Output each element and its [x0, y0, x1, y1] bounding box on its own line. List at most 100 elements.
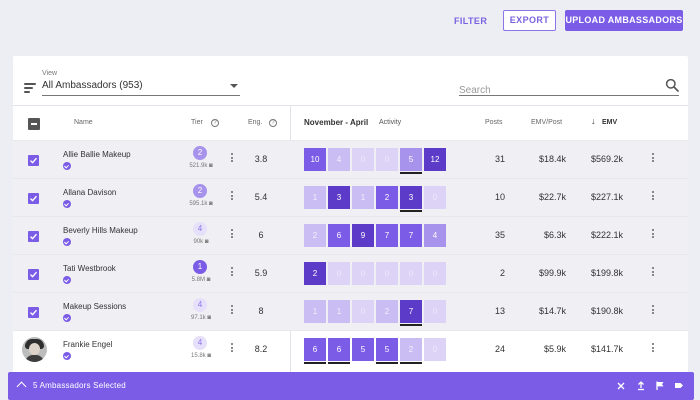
row-menu-icon[interactable]: [652, 305, 655, 315]
activity-cell[interactable]: 0: [352, 300, 374, 323]
activity-cell[interactable]: 12: [424, 148, 446, 171]
activity-cell[interactable]: 5: [400, 148, 422, 174]
activity-cell[interactable]: 1: [304, 186, 326, 209]
column-name[interactable]: Name: [74, 119, 93, 126]
activity-cell[interactable]: 10: [304, 148, 326, 171]
activity-cell[interactable]: 0: [376, 262, 398, 285]
activity-cell[interactable]: 2: [376, 300, 398, 323]
view-label: View: [42, 70, 58, 77]
row-checkbox[interactable]: [28, 155, 39, 166]
select-all-checkbox[interactable]: [28, 118, 40, 130]
ambassador-name[interactable]: Allie Ballie Makeup: [63, 150, 131, 159]
tier-menu-icon[interactable]: [231, 267, 234, 277]
engagement-value: 5.4: [254, 192, 268, 202]
tier-menu-icon[interactable]: [231, 305, 234, 315]
ambassadors-card: View All Ambassadors (953) Name Tier ? E…: [13, 56, 688, 400]
table-row[interactable]: Tati Westbrook 1 5.8M ◙ 5.9 2 0 0 0 0 0 2 $99.9k $19…: [13, 254, 688, 292]
table-row[interactable]: Beverly Hills Makeup 4 90k ◙ 6 2 6 9 7 7 4 35 $6.3k…: [13, 216, 688, 254]
activity-cell[interactable]: 4: [328, 148, 350, 171]
eng-help-icon[interactable]: ?: [269, 119, 277, 127]
activity-cell[interactable]: 2: [304, 262, 326, 285]
column-emv-post[interactable]: EMV/Post: [531, 119, 563, 126]
row-menu-icon[interactable]: [652, 229, 655, 239]
posts-value: 24: [494, 344, 505, 354]
row-menu-icon[interactable]: [652, 153, 655, 163]
row-checkbox[interactable]: [28, 269, 39, 280]
row-checkbox[interactable]: [28, 193, 39, 204]
table-row[interactable]: Allie Ballie Makeup 2 521.9k ◙ 3.8 10 4 0 0 5 12 3…: [13, 140, 688, 178]
search-input[interactable]: [459, 85, 649, 96]
verified-badge-icon: [63, 162, 71, 170]
tier-menu-icon[interactable]: [231, 229, 234, 239]
check-icon: [30, 271, 38, 278]
table-row[interactable]: Frankie Engel 4 15.8k ◙ 8.2 6 6 5 5 2 0 24 $5.9k $14…: [13, 330, 688, 368]
table-row[interactable]: Makeup Sessions 4 97.1k ◙ 8 1 1 0 2 7 0 13 $14.7k $1…: [13, 292, 688, 330]
emv-value: $190.8k: [590, 306, 623, 316]
activity-cell[interactable]: 2: [400, 338, 422, 364]
sort-descending-icon[interactable]: ↓: [591, 116, 596, 126]
ambassador-name[interactable]: Frankie Engel: [63, 340, 113, 349]
row-menu-icon[interactable]: [652, 267, 655, 277]
ambassador-name[interactable]: Makeup Sessions: [63, 302, 127, 311]
row-menu-icon[interactable]: [652, 191, 655, 201]
upload-icon[interactable]: [636, 380, 646, 391]
filter-button[interactable]: FILTER: [454, 16, 488, 26]
close-icon[interactable]: [616, 380, 626, 391]
activity-cell[interactable]: 0: [376, 148, 398, 171]
row-checkbox[interactable]: [28, 307, 39, 318]
activity-cell[interactable]: 0: [424, 338, 446, 361]
ambassador-name[interactable]: Allana Davison: [63, 188, 117, 197]
activity-cell[interactable]: 0: [328, 262, 350, 285]
column-eng[interactable]: Eng.: [248, 119, 263, 126]
activity-cell[interactable]: 1: [352, 186, 374, 209]
column-activity: Activity: [379, 119, 402, 126]
ambassador-name[interactable]: Beverly Hills Makeup: [63, 226, 138, 235]
tag-icon[interactable]: [674, 380, 684, 391]
filter-list-icon[interactable]: [24, 83, 36, 93]
column-tier[interactable]: Tier: [191, 119, 203, 126]
activity-cell[interactable]: 7: [400, 224, 422, 247]
column-emv[interactable]: EMV: [602, 119, 618, 126]
activity-cell[interactable]: 0: [352, 148, 374, 171]
activity-cell[interactable]: 0: [400, 262, 422, 285]
upload-ambassadors-button[interactable]: UPLOAD AMBASSADORS: [565, 10, 683, 31]
activity-cell[interactable]: 0: [424, 262, 446, 285]
activity-cell[interactable]: 1: [328, 300, 350, 323]
activity-cell[interactable]: 5: [376, 338, 398, 364]
activity-cell[interactable]: 3: [328, 186, 350, 209]
tier-menu-icon[interactable]: [231, 191, 234, 201]
tier-menu-icon[interactable]: [231, 343, 234, 353]
tier-menu-icon[interactable]: [231, 153, 234, 163]
row-checkbox[interactable]: [28, 231, 39, 242]
search-icon[interactable]: [665, 78, 679, 92]
activity-cell[interactable]: 0: [352, 262, 374, 285]
activity-cell[interactable]: 6: [304, 338, 326, 364]
ambassador-name[interactable]: Tati Westbrook: [63, 264, 116, 273]
follower-value: 5.8M: [191, 277, 206, 283]
activity-cell[interactable]: 6: [328, 338, 350, 364]
activity-cell[interactable]: 6: [328, 224, 350, 247]
activity-cell[interactable]: 2: [376, 186, 398, 209]
activity-cell[interactable]: 7: [400, 300, 422, 326]
flag-icon[interactable]: [655, 380, 665, 391]
activity-cell[interactable]: 1: [304, 300, 326, 323]
activity-cell[interactable]: 0: [424, 300, 446, 323]
row-menu-icon[interactable]: [652, 343, 655, 353]
search-field[interactable]: [459, 78, 679, 96]
activity-cell[interactable]: 7: [376, 224, 398, 247]
view-dropdown[interactable]: All Ambassadors (953): [42, 80, 240, 96]
column-posts[interactable]: Posts: [485, 119, 503, 126]
chevron-up-icon[interactable]: [16, 381, 27, 392]
engagement-value: 8: [258, 306, 264, 316]
tier-help-icon[interactable]: ?: [211, 119, 219, 127]
activity-cell[interactable]: 4: [424, 224, 446, 247]
activity-cell[interactable]: 3: [400, 186, 422, 212]
avatar[interactable]: [22, 337, 47, 362]
activity-cell[interactable]: 9: [352, 224, 374, 247]
activity-cell[interactable]: 2: [304, 224, 326, 247]
emv-value: $199.8k: [590, 268, 623, 278]
activity-cell[interactable]: 0: [424, 186, 446, 209]
export-button[interactable]: EXPORT: [503, 10, 556, 31]
table-row[interactable]: Allana Davison 2 595.1k ◙ 5.4 1 3 1 2 3 0 10 $22.7k…: [13, 178, 688, 216]
activity-cell[interactable]: 5: [352, 338, 374, 361]
